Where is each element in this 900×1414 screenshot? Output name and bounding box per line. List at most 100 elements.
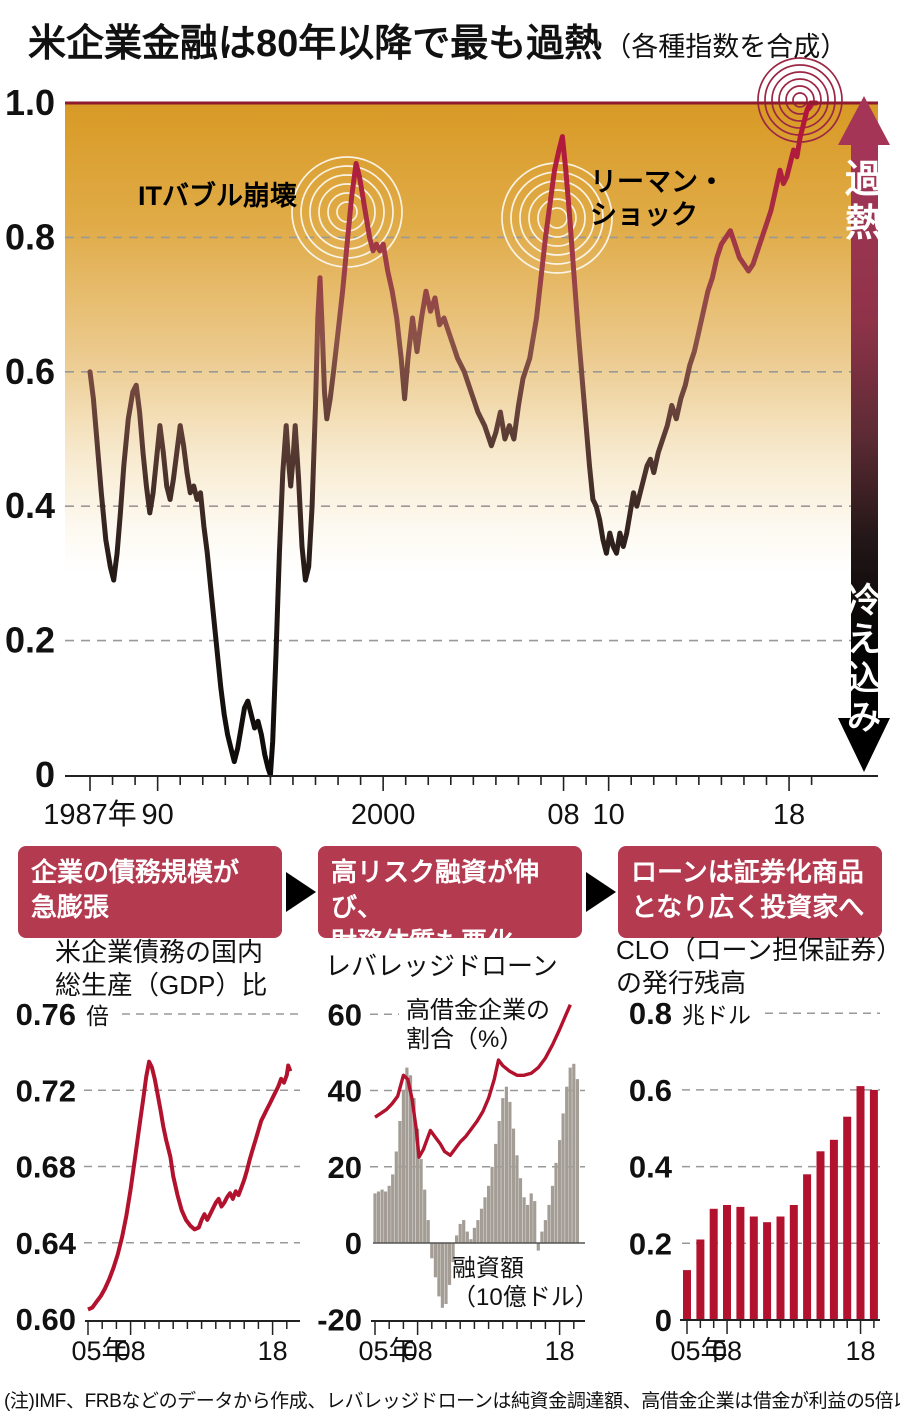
svg-text:60: 60 — [328, 997, 362, 1032]
loan-x-tick-label: 08 — [403, 1336, 433, 1366]
clo-bars — [683, 1086, 878, 1320]
section-title-line: 総生産（GDP）比 — [55, 970, 268, 1001]
main-x-tick-label: 1987年 — [43, 798, 137, 831]
label-loan-share-line: 割合（%） — [406, 1026, 524, 1054]
flow-banner-risky-lending: 高リスク融資が伸び、 財務体質も悪化 — [318, 846, 582, 957]
svg-text:-20: -20 — [317, 1302, 362, 1337]
svg-text:0.76: 0.76 — [16, 997, 76, 1032]
svg-text:0.64: 0.64 — [16, 1226, 77, 1261]
event-ripple-icon — [501, 162, 613, 274]
gdp-y-tick-label: 0.72 — [16, 1073, 76, 1108]
svg-text:0.72: 0.72 — [16, 1073, 76, 1108]
page-title: 米企業金融は80年以降で最も過熱（各種指数を合成） — [28, 12, 847, 67]
arrow-up-icon — [838, 96, 890, 145]
svg-text:過: 過 — [845, 159, 884, 201]
clo-y-tick-label: 0 — [655, 1303, 672, 1338]
svg-text:10: 10 — [593, 799, 625, 831]
main-y-tick-label: 1.0 — [5, 82, 55, 123]
loan-x-tick-label: 18 — [545, 1336, 575, 1366]
section-title-line: CLO（ローン担保証券） — [616, 935, 900, 965]
annotation-lehman-line1: リーマン・ — [590, 167, 725, 197]
source-note: (注)IMF、FRBなどのデータから作成、レバレッジドローンは純資金調達額、高借… — [4, 1391, 900, 1412]
svg-text:0.68: 0.68 — [16, 1150, 76, 1185]
gdp-x-tick-label: 08 — [116, 1336, 146, 1366]
svg-text:08: 08 — [116, 1336, 146, 1366]
loan-amount-bars — [373, 1063, 579, 1308]
label-loan-amount-line: （10億ドル） — [452, 1284, 599, 1312]
clo-x-tick-label: 18 — [846, 1336, 876, 1366]
gdp-x-tick-label: 18 — [258, 1336, 288, 1366]
svg-text:0: 0 — [345, 1226, 362, 1261]
svg-text:18: 18 — [258, 1336, 288, 1366]
annotation-lehman: リーマン・ ショック — [590, 166, 725, 232]
flow-banner-debt-expansion: 企業の債務規模が 急膨張 — [18, 846, 282, 938]
loan-y-tick-label: 60 — [328, 997, 362, 1032]
svg-text:0.8: 0.8 — [5, 216, 55, 257]
main-y-tick-label: 0 — [35, 754, 55, 795]
svg-text:込: 込 — [847, 660, 881, 698]
main-y-tick-label: 0.4 — [5, 485, 55, 526]
banner-line: 高リスク融資が伸び、 — [331, 857, 540, 923]
clo-unit-label: 兆ドル — [682, 1002, 751, 1028]
flow-arrow-icon — [286, 872, 316, 912]
label-loan-share: 高借金企業の 割合（%） — [406, 996, 550, 1055]
gdp-y-tick-label: 0.64 — [16, 1226, 77, 1261]
gdp-y-tick-label: 0.68 — [16, 1150, 76, 1185]
svg-text:08: 08 — [547, 799, 579, 831]
loan-y-tick-label: 0 — [345, 1226, 362, 1261]
main-x-tick-label: 18 — [773, 799, 805, 831]
svg-text:0.6: 0.6 — [5, 351, 55, 392]
clo-y-tick-label: 0.2 — [629, 1226, 672, 1261]
svg-text:み: み — [847, 699, 881, 737]
banner-line: 急膨張 — [31, 892, 110, 923]
svg-text:0.2: 0.2 — [629, 1226, 672, 1261]
svg-text:18: 18 — [545, 1336, 575, 1366]
svg-text:40: 40 — [328, 1074, 362, 1109]
annotation-it-bubble: ITバブル崩壊 — [138, 181, 297, 211]
svg-text:兆ドル: 兆ドル — [682, 1002, 751, 1028]
clo-y-tick-label: 0.6 — [629, 1073, 672, 1108]
flow-arrow-icon — [586, 872, 616, 912]
clo-y-tick-label: 0.4 — [629, 1150, 673, 1185]
section-title-line: レバレッジドローン — [325, 951, 558, 981]
title-text: 米企業金融は80年以降で最も過熱 — [28, 23, 603, 65]
main-x-tick-label: 90 — [142, 799, 174, 831]
loan-y-tick-label: -20 — [317, 1302, 362, 1337]
svg-text:倍: 倍 — [86, 1003, 109, 1029]
svg-text:1987年: 1987年 — [43, 798, 137, 831]
label-loan-amount: 融資額 （10億ドル） — [452, 1254, 599, 1313]
svg-text:90: 90 — [142, 799, 174, 831]
section-title-leveraged-loan: レバレッジドローン — [325, 950, 558, 983]
main-y-tick-label: 0.8 — [5, 216, 55, 257]
svg-text:08: 08 — [712, 1336, 742, 1366]
section-title-line: の発行残高 — [616, 968, 747, 999]
svg-text:0: 0 — [35, 754, 55, 795]
svg-text:0: 0 — [655, 1303, 672, 1338]
svg-text:熱: 熱 — [845, 203, 883, 245]
banner-line: ローンは証券化商品 — [631, 857, 864, 887]
section-title-clo: CLO（ローン担保証券） の発行残高 — [616, 934, 900, 1001]
svg-text:05年: 05年 — [358, 1336, 415, 1366]
svg-text:05年: 05年 — [71, 1336, 128, 1366]
main-y-tick-label: 0.6 — [5, 351, 55, 392]
loan-y-tick-label: 20 — [328, 1150, 362, 1185]
flow-banner-securitization: ローンは証券化商品 となり広く投資家へ — [618, 846, 882, 938]
main-x-tick-label: 2000 — [351, 799, 416, 831]
gdp-ratio-line — [87, 1059, 293, 1312]
svg-text:1.0: 1.0 — [5, 82, 55, 123]
svg-text:2000: 2000 — [351, 799, 416, 831]
main-y-tick-label: 0.2 — [5, 620, 55, 661]
annotation-lehman-line2: ショック — [590, 199, 698, 230]
svg-text:05年: 05年 — [670, 1336, 727, 1366]
label-loan-share-line: 高借金企業の — [406, 997, 550, 1024]
gdp-y-tick-label: 0.76 — [16, 997, 76, 1032]
main-x-tick-label: 10 — [593, 799, 625, 831]
svg-text:18: 18 — [773, 799, 805, 831]
